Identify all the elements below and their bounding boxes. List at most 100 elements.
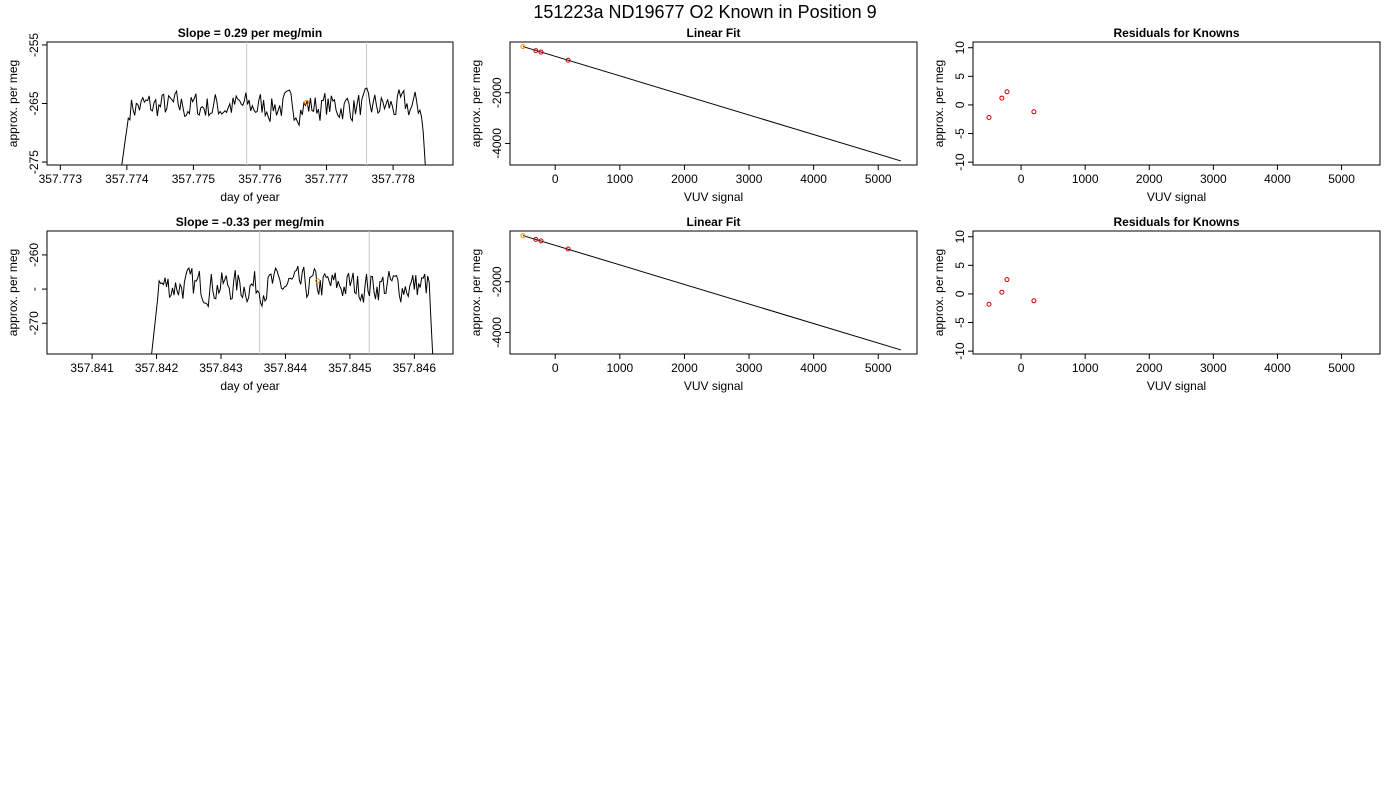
x-axis-label: VUV signal <box>1147 190 1206 204</box>
x-tick-label: 5000 <box>865 172 892 186</box>
x-tick-label: 357.846 <box>393 361 437 375</box>
data-trace <box>151 265 434 354</box>
x-tick-label: 4000 <box>800 172 827 186</box>
data-point <box>999 95 1005 101</box>
x-tick-label: 5000 <box>865 361 892 375</box>
panel-title: Residuals for Knowns <box>1113 215 1239 229</box>
chart-panel-4: Slope = -0.33 per meg/min 357.841 357.842 3… <box>6 215 454 393</box>
plot-frame <box>46 230 454 355</box>
x-tick-label: 2000 <box>671 361 698 375</box>
x-tick-label: 0 <box>552 361 559 375</box>
data-point <box>1031 109 1037 115</box>
x-tick-label: 357.775 <box>172 172 216 186</box>
x-tick-label: 357.778 <box>371 172 415 186</box>
y-tick-label: 0 <box>953 290 967 297</box>
y-tick-label: -5 <box>953 317 967 328</box>
y-tick-label: 5 <box>953 73 967 80</box>
data-point <box>986 115 992 121</box>
plot-frame <box>972 230 1381 355</box>
panel-title: Slope = -0.33 per meg/min <box>176 215 324 229</box>
y-tick-label: -265 <box>27 91 41 115</box>
plot-area <box>121 42 426 165</box>
chart-panel-6: Residuals for Knowns 0 1000 2000 3000 4000 500… <box>932 215 1381 393</box>
chart-panel-2: Linear Fit 0 1000 2000 3000 4000 5000 -4000 -200… <box>469 26 918 204</box>
x-axis-label: day of year <box>220 190 279 204</box>
y-tick-label: 5 <box>953 262 967 269</box>
data-point <box>565 57 571 63</box>
panel-title: Linear Fit <box>686 215 740 229</box>
y-tick-label: 10 <box>953 230 967 244</box>
x-tick-label: 4000 <box>1264 172 1291 186</box>
x-tick-label: 3000 <box>736 361 763 375</box>
y-tick-label: -5 <box>953 128 967 139</box>
x-tick-label: 4000 <box>1264 361 1291 375</box>
plot-frame <box>972 41 1381 166</box>
y-tick-label: -255 <box>27 33 41 57</box>
data-point <box>520 233 526 239</box>
y-axis-label: approx. per meg <box>469 60 483 147</box>
x-tick-label: 3000 <box>1200 361 1227 375</box>
plot-area <box>986 277 1037 307</box>
x-axis-label: VUV signal <box>1147 379 1206 393</box>
data-point <box>999 289 1005 295</box>
y-axis-label: approx. per meg <box>932 60 946 147</box>
x-tick-label: 2000 <box>1136 361 1163 375</box>
data-point <box>533 236 539 242</box>
plot-area <box>520 233 901 351</box>
y-tick-label: -2000 <box>490 266 504 297</box>
x-tick-label: 357.776 <box>238 172 282 186</box>
y-tick-label: - <box>27 287 41 291</box>
data-point <box>520 44 526 50</box>
y-tick-label: -4000 <box>490 128 504 159</box>
x-tick-label: 357.773 <box>39 172 83 186</box>
plot-area <box>520 44 901 162</box>
y-tick-label: 0 <box>953 101 967 108</box>
x-tick-label: 0 <box>552 172 559 186</box>
x-tick-label: 3000 <box>736 172 763 186</box>
plot-area <box>986 89 1037 121</box>
fit-line <box>522 235 901 351</box>
y-tick-label: -10 <box>953 153 967 171</box>
y-tick-label: -4000 <box>490 317 504 348</box>
y-axis-label: approx. per meg <box>469 249 483 336</box>
y-tick-label: -260 <box>27 243 41 267</box>
x-tick-label: 0 <box>1018 361 1025 375</box>
x-tick-label: 4000 <box>800 361 827 375</box>
x-tick-label: 357.845 <box>328 361 372 375</box>
panel-title: Linear Fit <box>686 26 740 40</box>
x-tick-label: 1000 <box>1072 172 1099 186</box>
data-point <box>1004 89 1010 95</box>
x-tick-label: 357.774 <box>105 172 149 186</box>
data-point <box>533 48 539 54</box>
page-title: 151223a ND19677 O2 Known in Position 9 <box>533 2 876 22</box>
x-tick-label: 1000 <box>606 361 633 375</box>
x-tick-label: 5000 <box>1328 172 1355 186</box>
data-point <box>565 246 571 252</box>
x-tick-label: 357.841 <box>70 361 114 375</box>
x-tick-label: 3000 <box>1200 172 1227 186</box>
x-tick-label: 1000 <box>606 172 633 186</box>
x-tick-label: 1000 <box>1072 361 1099 375</box>
x-tick-label: 5000 <box>1328 361 1355 375</box>
x-axis-label: VUV signal <box>684 190 743 204</box>
panel-title: Residuals for Knowns <box>1113 26 1239 40</box>
fit-line <box>522 46 901 162</box>
x-axis-label: day of year <box>220 379 279 393</box>
chart-panel-3: Residuals for Knowns 0 1000 2000 3000 4000 500… <box>932 26 1381 204</box>
x-tick-label: 2000 <box>1136 172 1163 186</box>
data-point <box>538 49 544 55</box>
data-point <box>986 301 992 307</box>
y-tick-label: -2000 <box>490 77 504 108</box>
highlight-point <box>304 99 310 105</box>
x-tick-label: 357.842 <box>135 361 179 375</box>
x-tick-label: 0 <box>1018 172 1025 186</box>
y-tick-label: -275 <box>27 150 41 174</box>
chart-panel-5: Linear Fit 0 1000 2000 3000 4000 5000 -4000 -200… <box>469 215 918 393</box>
chart-panel-1: Slope = 0.29 per meg/min 357.773 357.774 35… <box>6 26 454 204</box>
y-tick-label: -270 <box>27 311 41 335</box>
plot-frame <box>509 230 918 355</box>
x-tick-label: 357.844 <box>264 361 308 375</box>
y-tick-label: 10 <box>953 41 967 55</box>
data-point <box>1004 277 1010 283</box>
